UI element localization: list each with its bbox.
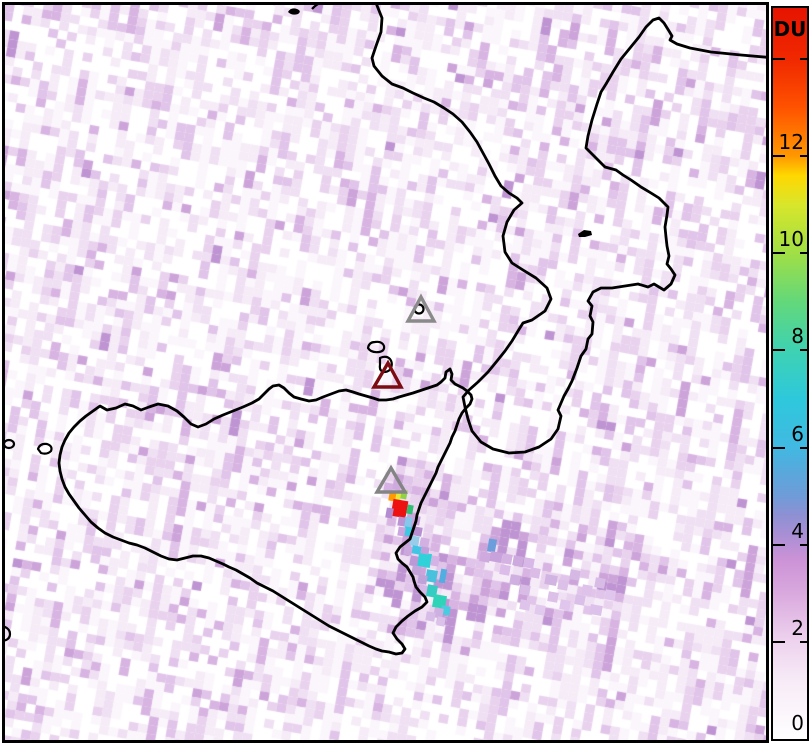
colorbar-tick-dash — [773, 543, 785, 546]
colorbar-tick-label: 2 — [791, 615, 804, 640]
colorbar-tick-dash — [773, 155, 785, 158]
island-egadi-west — [5, 438, 16, 450]
colorbar-tick-dash — [773, 58, 785, 60]
sicily-coastline — [57, 367, 474, 656]
colorbar-tick-label: 10 — [778, 227, 804, 252]
colorbar-tick-dash — [773, 349, 785, 352]
inland-lake-blob — [578, 230, 592, 237]
colorbar-unit-label: DU — [773, 17, 807, 41]
colorbar-tick-dash — [800, 446, 807, 449]
colorbar-tick-label: 12 — [778, 130, 804, 155]
colorbar-tick-dash — [773, 446, 785, 449]
colorbar-tick-dash — [800, 252, 807, 255]
triangle-marker-north-gray — [405, 293, 437, 323]
colorbar-tick-label: 6 — [791, 421, 804, 446]
colorbar-tick-dash — [800, 155, 807, 158]
colorbar-tick-dash — [800, 640, 807, 643]
island-top-arc — [311, 5, 319, 10]
island-aeolian-lipari — [366, 340, 386, 354]
calabria-coastline — [370, 5, 766, 455]
colorbar: DU 0 2 4 6 8 10 12 — [771, 6, 809, 741]
colorbar-tick-dash — [800, 349, 807, 352]
triangle-marker-red — [371, 359, 404, 389]
map-panel — [2, 2, 769, 743]
colorbar-tick-dash — [773, 640, 785, 643]
colorbar-tick-dash — [773, 252, 785, 255]
colorbar-tick-label: 8 — [791, 324, 804, 349]
coastline-layer — [5, 5, 766, 656]
triangle-marker-south-gray — [374, 464, 408, 494]
island-top-small — [288, 8, 300, 15]
colorbar-tick-label: 0 — [791, 711, 804, 735]
island-bottom-left — [5, 625, 12, 642]
island-egadi-east — [36, 442, 53, 455]
colorbar-tick-dash — [800, 58, 807, 60]
colorbar-tick-label: 4 — [791, 518, 804, 543]
colorbar-tick-dash — [800, 543, 807, 546]
volcano-markers — [371, 293, 437, 494]
